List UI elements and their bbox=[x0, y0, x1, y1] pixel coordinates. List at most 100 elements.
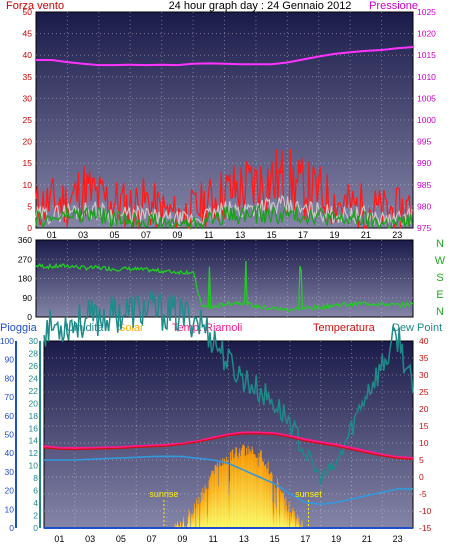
x-tick-label: 07 bbox=[141, 230, 151, 240]
solar-bar bbox=[294, 516, 296, 528]
solar-bar bbox=[253, 453, 255, 528]
solar-bar bbox=[244, 455, 246, 528]
solar-bar bbox=[201, 499, 203, 528]
solar-bar bbox=[280, 492, 282, 528]
solar-bar bbox=[194, 508, 196, 528]
x-tick-label: 21 bbox=[361, 230, 371, 240]
humidity-line bbox=[43, 289, 414, 486]
solar-bar bbox=[228, 494, 230, 528]
solar-bar bbox=[200, 502, 201, 528]
dew-point-label: Dew Point bbox=[392, 322, 442, 334]
solar-bar bbox=[283, 493, 284, 528]
solar-bar bbox=[269, 474, 271, 528]
pressure-label: Pressione bbox=[369, 0, 418, 12]
solar-bar bbox=[245, 455, 247, 528]
rain-axis: 0 10 20 30 40 50 60 70 80 90 100 bbox=[0, 336, 17, 533]
humidity-tick-label: 28 bbox=[29, 348, 39, 358]
rain-tick-label: 40 bbox=[5, 448, 15, 458]
humidity-tick-label: 4 bbox=[33, 498, 38, 508]
compass-label: N bbox=[436, 306, 444, 318]
rain-tick-label: 50 bbox=[5, 430, 15, 440]
humidity-tick-label: 2 bbox=[33, 511, 38, 521]
x-tick-label: 21 bbox=[362, 534, 372, 544]
solar-bar bbox=[265, 464, 267, 528]
solar-bar bbox=[200, 491, 202, 528]
rain-tick-label: 60 bbox=[5, 411, 15, 421]
solar-bar bbox=[250, 453, 252, 528]
solar-bar bbox=[264, 465, 266, 528]
solar-bar bbox=[226, 456, 228, 528]
wind-tick-label: 10 bbox=[23, 180, 33, 190]
x-tick-label: 23 bbox=[392, 230, 402, 240]
solar-bar bbox=[276, 507, 278, 528]
humidity-tick-label: 12 bbox=[29, 448, 39, 458]
pressure-tick-label: 1015 bbox=[417, 50, 436, 60]
humidity-tick-label: 6 bbox=[33, 486, 38, 496]
temperature-tick-label: 35 bbox=[419, 353, 429, 363]
solar-bar bbox=[211, 470, 213, 528]
solar-bar bbox=[248, 454, 250, 528]
dew-point-line bbox=[44, 455, 413, 506]
solar-bar bbox=[236, 456, 238, 528]
solar-bar bbox=[254, 454, 256, 528]
x-tick-label: 17 bbox=[298, 230, 308, 240]
solar-bar bbox=[219, 461, 221, 528]
temperature-tick-label: 10 bbox=[419, 438, 429, 448]
solar-bar bbox=[208, 480, 210, 528]
pressure-tick-label: 1000 bbox=[417, 115, 436, 125]
solar-bar bbox=[233, 457, 235, 528]
solar-bar bbox=[232, 449, 234, 528]
solar-bar bbox=[242, 444, 244, 528]
x-tick-label: 05 bbox=[110, 230, 120, 240]
rain-tick-label: 80 bbox=[5, 373, 15, 383]
solar-bar bbox=[240, 456, 241, 528]
solar-bar bbox=[276, 478, 278, 528]
solar-bar bbox=[253, 454, 254, 528]
solar-bar bbox=[202, 487, 204, 528]
x-tick-label: 03 bbox=[85, 534, 95, 544]
sunrise-label: sunrise bbox=[149, 489, 178, 499]
solar-bar bbox=[207, 488, 209, 528]
x-tick-label: 13 bbox=[235, 230, 245, 240]
solar-bar bbox=[258, 453, 260, 528]
solar-bar bbox=[262, 461, 264, 528]
solar-bar bbox=[176, 521, 178, 528]
temperature-x-axis: 01 03 05 07 09 11 13 15 17 19 21 23 bbox=[54, 534, 402, 544]
solar-bar bbox=[209, 477, 211, 528]
wind-tick-label: 20 bbox=[23, 137, 33, 147]
solar-bar bbox=[261, 458, 263, 528]
direction-tick-label: 180 bbox=[18, 274, 32, 284]
solar-bar bbox=[260, 450, 262, 528]
solar-bar bbox=[272, 502, 274, 528]
solar-bar bbox=[241, 447, 243, 528]
solar-bar bbox=[286, 505, 288, 528]
humidity-tick-label: 14 bbox=[29, 436, 39, 446]
solar-bar bbox=[230, 460, 232, 528]
solar-bar bbox=[183, 516, 185, 528]
solar-bar bbox=[188, 508, 190, 528]
solar-bar bbox=[267, 461, 269, 528]
solar-bar bbox=[268, 474, 270, 528]
solar-bar bbox=[263, 465, 265, 528]
rain-tick-label: 30 bbox=[5, 467, 15, 477]
solar-bar bbox=[266, 468, 268, 528]
pressure-tick-label: 1010 bbox=[417, 72, 436, 82]
solar-bar bbox=[216, 462, 218, 528]
pressure-tick-label: 975 bbox=[417, 223, 431, 233]
solar-bar bbox=[251, 446, 253, 528]
humidity-tick-label: 8 bbox=[33, 473, 38, 483]
solar-bar bbox=[193, 503, 195, 528]
temperature-tick-label: 0 bbox=[419, 472, 424, 482]
pressure-tick-label: 1005 bbox=[417, 93, 436, 103]
solar-bar bbox=[278, 487, 280, 528]
solar-bar bbox=[191, 515, 193, 528]
pressure-axis: 975 980 985 990 995 1000 1005 1010 1015 1020 1025 bbox=[417, 7, 436, 233]
solar-bar bbox=[260, 450, 261, 528]
solar-bar bbox=[266, 469, 268, 528]
direction-tick-label: 360 bbox=[18, 235, 32, 245]
x-tick-label: 09 bbox=[172, 230, 182, 240]
temperature-tick-label: -15 bbox=[419, 523, 432, 533]
direction-axis: 0 90 180 270 360 bbox=[18, 235, 32, 322]
rain-tick-label: 10 bbox=[5, 504, 15, 514]
